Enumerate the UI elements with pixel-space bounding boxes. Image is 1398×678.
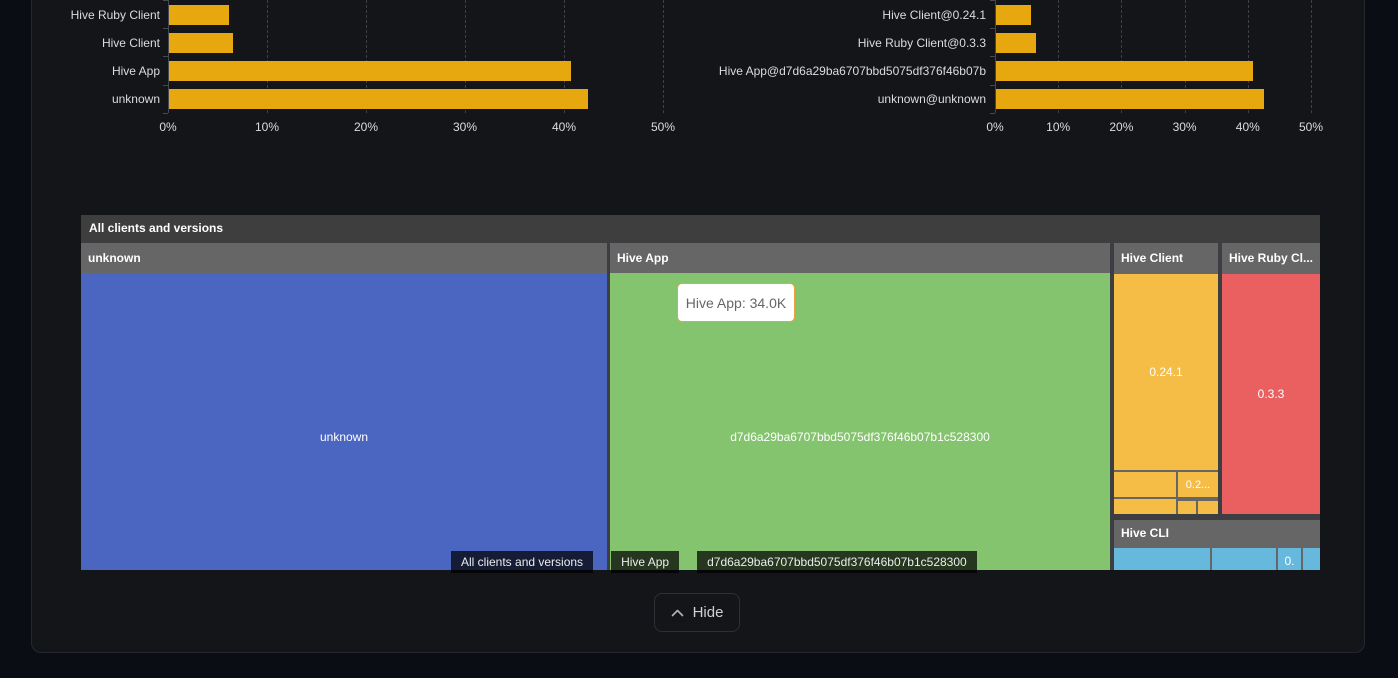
tooltip-text: Hive App: 34.0K	[685, 294, 787, 311]
chart-tooltip: Hive App: 34.0K	[677, 283, 795, 322]
treemap-section-header-unknown[interactable]: unknown	[81, 243, 607, 273]
treemap-node-label: 0.23.0	[1145, 568, 1178, 571]
treemap-section-header-hive-client[interactable]: Hive Client	[1114, 243, 1218, 273]
treemap-title-bar[interactable]: All clients and versions	[81, 215, 1320, 242]
x-tick-label: 50%	[1298, 120, 1324, 134]
gridline	[564, 0, 565, 113]
bar[interactable]	[169, 33, 234, 53]
treemap-node-label: d7d6a29ba6707bbd5075df376f46b07b1c528300	[730, 430, 990, 444]
treemap-node-label: 0.2...	[1185, 478, 1211, 491]
category-label: unknown@unknown	[877, 92, 986, 106]
treemap-section-hive-client: Hive Client 0.24.1 0.2...	[1114, 243, 1218, 514]
treemap-node-unknown[interactable]: unknown	[81, 273, 607, 570]
gridline	[663, 0, 664, 113]
x-tick-label: 0%	[159, 120, 177, 134]
x-tick-label: 40%	[1235, 120, 1260, 134]
treemap-node-label: 0.24.1	[1149, 365, 1183, 379]
treemap-node-hive-client-minor[interactable]	[1114, 472, 1176, 497]
treemap-node-hive-ruby-033[interactable]: 0.3.3	[1222, 274, 1320, 514]
category-label: Hive Ruby Client@0.3.3	[857, 36, 986, 50]
treemap-node-hive-client-minor[interactable]	[1198, 501, 1218, 514]
axis-tick	[163, 28, 168, 29]
axis-tick	[990, 0, 995, 1]
gridline	[465, 0, 466, 113]
axis-tick	[990, 56, 995, 57]
category-label: Hive App@d7d6a29ba6707bbd5075df376f46b07…	[718, 64, 986, 78]
gridline	[1184, 0, 1186, 113]
breadcrumb-item-root[interactable]: All clients and versions	[451, 551, 594, 573]
treemap-section-hive-cli: Hive CLI 0.23.0 0.23.0 0.	[1114, 520, 1320, 570]
x-tick-label: 50%	[650, 120, 676, 134]
treemap-node-hive-cli-0230[interactable]: 0.23.0	[1114, 548, 1210, 570]
gridline	[1121, 0, 1123, 113]
gridline	[366, 0, 367, 113]
bar[interactable]	[169, 61, 571, 81]
x-tick-label: 30%	[1172, 120, 1197, 134]
gridline	[1311, 0, 1312, 113]
bar[interactable]	[996, 61, 1254, 81]
x-tick-label: 0%	[986, 120, 1004, 134]
treemap-node-hive-app-version[interactable]: d7d6a29ba6707bbd5075df376f46b07b1c528300	[610, 273, 1110, 570]
gridline	[1058, 0, 1060, 113]
x-tick-label: 10%	[1046, 120, 1071, 134]
y-axis-line	[168, 0, 169, 113]
treemap-section-header-hive-cli[interactable]: Hive CLI	[1114, 520, 1320, 546]
y-axis-line	[995, 0, 996, 113]
treemap-title: All clients and versions	[89, 221, 224, 235]
treemap-node-hive-client-minor[interactable]	[1178, 501, 1196, 514]
hide-button[interactable]: Hide	[654, 593, 740, 632]
breadcrumb-chevron-icon: ❯	[595, 553, 609, 570]
bar[interactable]	[169, 5, 230, 25]
treemap-node-hive-cli-minor[interactable]	[1303, 548, 1320, 570]
bar[interactable]	[996, 33, 1036, 53]
gridline	[1247, 0, 1249, 113]
treemap-breadcrumb: All clients and versions ❯ Hive App ❯ d7…	[451, 551, 977, 573]
axis-tick	[163, 113, 168, 114]
treemap-node-label: 0.	[1284, 554, 1295, 568]
category-label: Hive Client@0.24.1	[882, 8, 986, 22]
axis-tick	[990, 113, 995, 114]
treemap-all-clients: All clients and versions unknown unknown…	[81, 215, 1320, 570]
axis-tick	[990, 85, 995, 86]
axis-tick	[990, 28, 995, 29]
treemap-node-label: 0.23.0	[1227, 568, 1260, 571]
treemap-node-hive-cli-0230b[interactable]: 0.23.0	[1212, 548, 1276, 570]
breadcrumb-item-hive-app[interactable]: Hive App	[611, 551, 680, 573]
bar[interactable]	[996, 5, 1031, 25]
x-tick-label: 30%	[452, 120, 478, 134]
axis-tick	[163, 85, 168, 86]
breadcrumb-chevron-icon: ❯	[681, 553, 695, 570]
treemap-node-hive-client-minor[interactable]	[1114, 499, 1176, 514]
x-tick-label: 20%	[353, 120, 379, 134]
treemap-node-hive-client-0241[interactable]: 0.24.1	[1114, 274, 1218, 470]
category-label: Hive Ruby Client	[70, 8, 160, 22]
category-label: Hive App	[111, 64, 160, 78]
breadcrumb-item-version-hash[interactable]: d7d6a29ba6707bbd5075df376f46b07b1c528300	[697, 551, 977, 573]
treemap-node-label: 0.3.3	[1257, 387, 1285, 401]
gridline	[267, 0, 268, 113]
treemap-section-hive-ruby-client: Hive Ruby Cl... 0.3.3	[1222, 243, 1320, 514]
x-tick-label: 20%	[1109, 120, 1134, 134]
treemap-section-header-hive-ruby-client[interactable]: Hive Ruby Cl...	[1222, 243, 1320, 273]
treemap-node-hive-client-02x[interactable]: 0.2...	[1178, 472, 1218, 497]
bar[interactable]	[996, 89, 1264, 109]
hide-button-label: Hide	[692, 604, 724, 621]
treemap-node-hive-cli-0x[interactable]: 0.	[1278, 548, 1301, 570]
chevron-up-icon	[671, 609, 683, 616]
category-label: Hive Client	[101, 36, 160, 50]
category-label: unknown	[111, 92, 160, 106]
x-tick-label: 40%	[551, 120, 577, 134]
bar[interactable]	[169, 89, 588, 109]
treemap-node-label: unknown	[319, 430, 369, 444]
treemap-section-header-hive-app[interactable]: Hive App	[610, 243, 1110, 273]
x-tick-label: 10%	[254, 120, 280, 134]
axis-tick	[163, 0, 168, 1]
treemap-section-unknown: unknown unknown	[81, 243, 607, 570]
axis-tick	[163, 56, 168, 57]
